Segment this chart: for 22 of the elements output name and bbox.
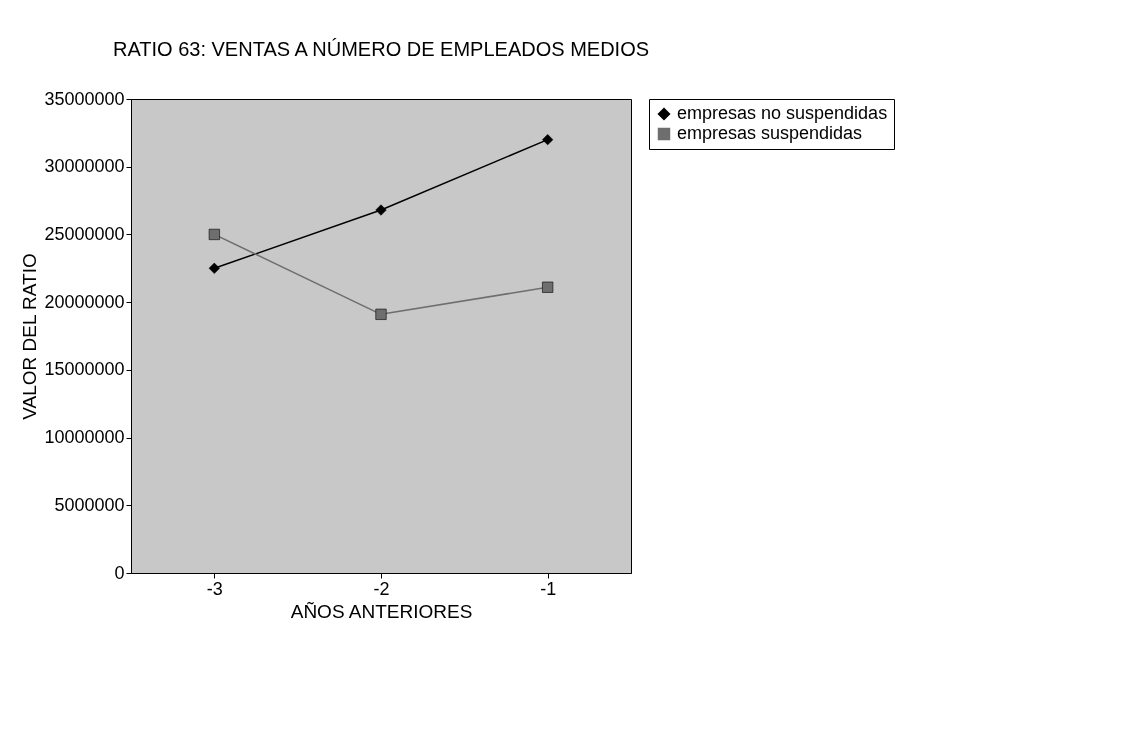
legend-label: empresas suspendidas <box>677 123 863 143</box>
point <box>375 308 387 320</box>
point <box>375 204 387 216</box>
x-tick-label: -3 <box>206 578 223 599</box>
y-tick-label: 30000000 <box>44 156 125 177</box>
y-tick-label: 5000000 <box>54 494 125 515</box>
chart-title: RATIO 63: VENTAS A NÚMERO DE EMPLEADOS MEDIOS <box>112 38 650 60</box>
point <box>542 134 554 146</box>
x-tick-label: -1 <box>540 578 557 599</box>
y-tick-label: 10000000 <box>44 427 125 448</box>
legend-label: empresas no suspendidas <box>677 103 888 123</box>
x-axis-title: AÑOS ANTERIORES <box>290 600 473 622</box>
y-tick-label: 25000000 <box>44 223 125 244</box>
x-tick-label: -2 <box>373 578 390 599</box>
y-tick-label: 20000000 <box>44 291 125 312</box>
point <box>542 281 554 293</box>
y-tick-label: 0 <box>114 562 125 583</box>
point <box>208 228 220 240</box>
y-tick-label: 35000000 <box>44 88 125 109</box>
y-tick-label: 15000000 <box>44 359 125 380</box>
y-axis-title: VALOR DEL RATIO <box>19 253 41 420</box>
point <box>208 262 220 274</box>
